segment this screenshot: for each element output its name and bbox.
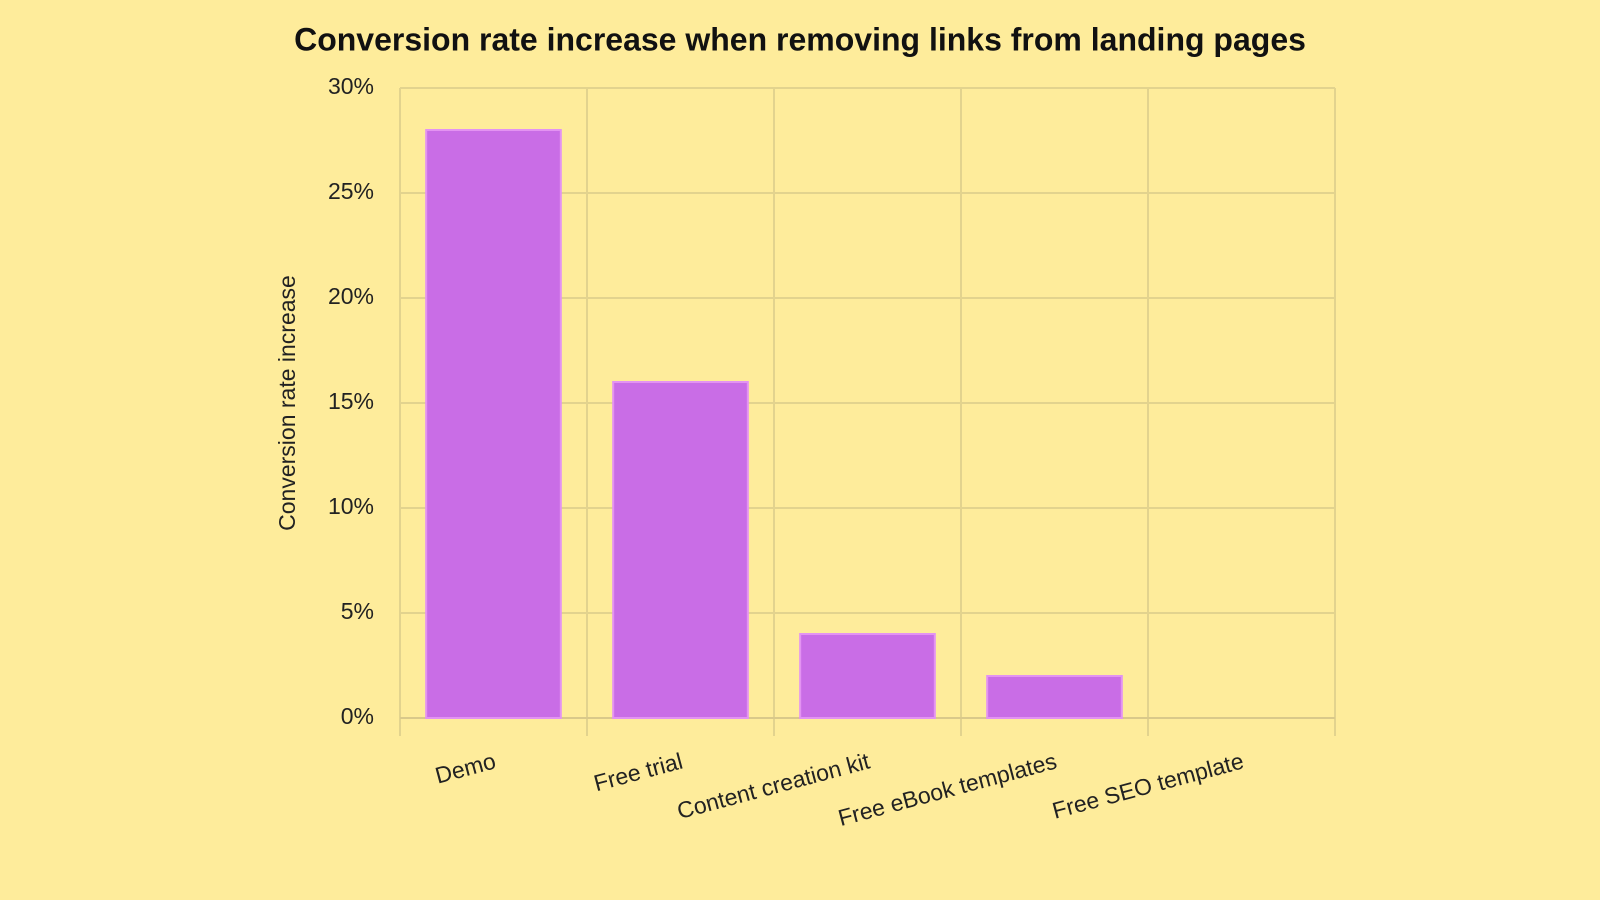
chart-title: Conversion rate increase when removing l… (294, 21, 1306, 57)
y-tick-label: 10% (328, 493, 374, 519)
bar (986, 675, 1123, 719)
x-tick-label: Free trial (591, 748, 685, 797)
y-tick-label: 15% (328, 388, 374, 414)
y-tick-label: 30% (328, 73, 374, 99)
bar (425, 129, 562, 719)
x-tick-label: Demo (432, 748, 498, 789)
bar (799, 633, 936, 719)
y-axis-label: Conversion rate increase (274, 275, 300, 531)
x-tick-label: Free SEO template (1049, 748, 1246, 824)
bar (612, 381, 749, 719)
y-tick-label: 0% (341, 703, 374, 729)
y-tick-label: 20% (328, 283, 374, 309)
y-tick-label: 25% (328, 178, 374, 204)
y-tick-label: 5% (341, 598, 374, 624)
